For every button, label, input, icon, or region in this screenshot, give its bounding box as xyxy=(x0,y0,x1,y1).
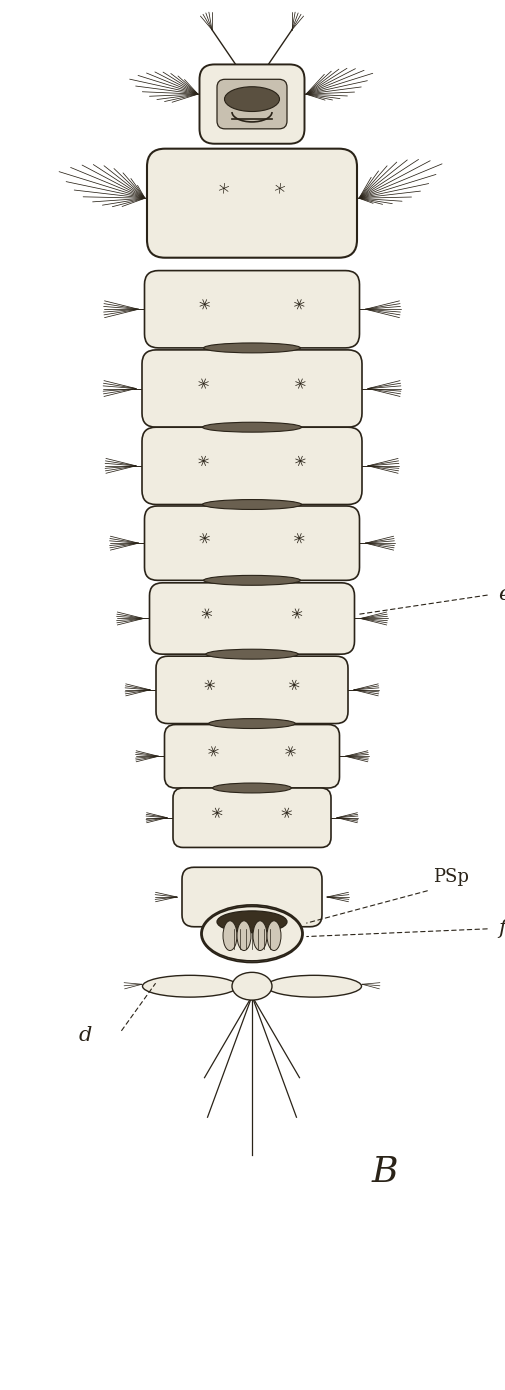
Ellipse shape xyxy=(206,649,298,659)
Text: Image ID: RR88YN: Image ID: RR88YN xyxy=(276,1316,371,1326)
FancyBboxPatch shape xyxy=(217,79,287,129)
Ellipse shape xyxy=(225,86,279,111)
Ellipse shape xyxy=(203,499,301,510)
FancyBboxPatch shape xyxy=(142,350,362,427)
FancyBboxPatch shape xyxy=(156,656,348,724)
FancyBboxPatch shape xyxy=(165,724,339,788)
FancyBboxPatch shape xyxy=(173,788,331,848)
FancyBboxPatch shape xyxy=(142,427,362,505)
FancyBboxPatch shape xyxy=(144,271,360,348)
Ellipse shape xyxy=(217,910,287,933)
Ellipse shape xyxy=(232,973,272,999)
Text: f: f xyxy=(498,919,505,938)
Text: PSp: PSp xyxy=(433,869,469,887)
FancyBboxPatch shape xyxy=(199,64,305,143)
Ellipse shape xyxy=(213,783,291,792)
Ellipse shape xyxy=(142,976,237,997)
Ellipse shape xyxy=(267,920,281,951)
Ellipse shape xyxy=(204,343,300,353)
Text: alamy: alamy xyxy=(48,1322,128,1346)
Text: B: B xyxy=(372,1155,398,1188)
FancyBboxPatch shape xyxy=(147,149,357,257)
FancyBboxPatch shape xyxy=(149,582,355,655)
Text: www.alamy.com: www.alamy.com xyxy=(281,1350,365,1359)
Ellipse shape xyxy=(203,423,301,432)
Text: e: e xyxy=(498,585,505,605)
Ellipse shape xyxy=(223,920,237,951)
Ellipse shape xyxy=(204,575,300,585)
FancyBboxPatch shape xyxy=(144,506,360,581)
Ellipse shape xyxy=(209,719,295,728)
Ellipse shape xyxy=(267,976,362,997)
Text: d: d xyxy=(78,1026,92,1045)
Ellipse shape xyxy=(237,920,251,951)
Ellipse shape xyxy=(253,920,267,951)
Ellipse shape xyxy=(202,906,302,960)
FancyBboxPatch shape xyxy=(182,867,322,927)
